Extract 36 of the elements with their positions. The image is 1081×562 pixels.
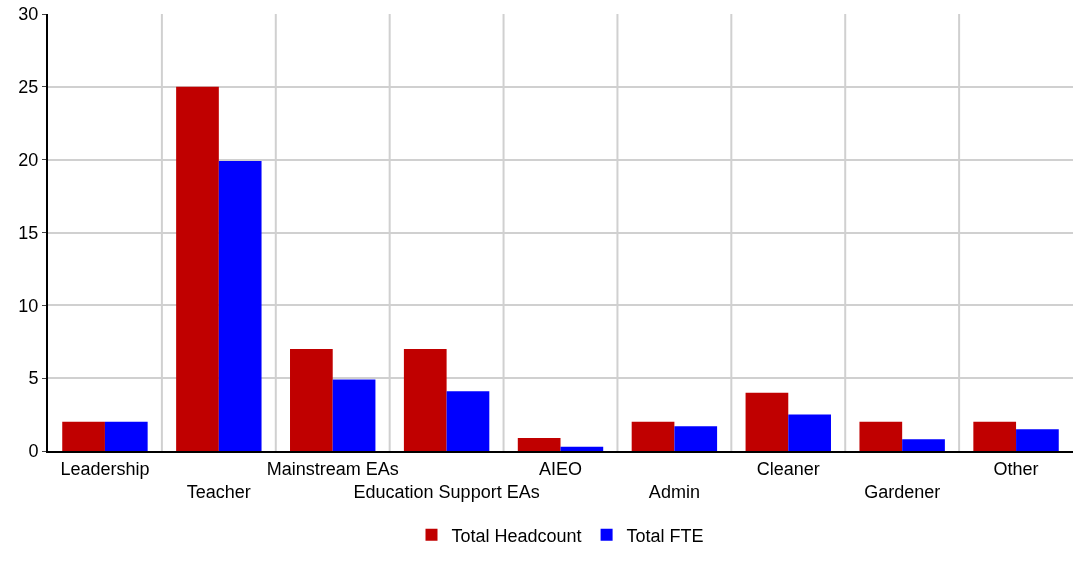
x-tick-label: Cleaner — [756, 458, 820, 479]
x-tick-label: Mainstream EAs — [266, 458, 399, 479]
bar — [631, 421, 675, 451]
x-tick-label: Education Support EAs — [353, 482, 540, 502]
legend-label: Total FTE — [626, 525, 704, 546]
y-tick-label: 10 — [18, 295, 39, 316]
y-tick-label: 0 — [28, 441, 39, 462]
y-tick-label: 5 — [28, 368, 39, 389]
bar — [560, 446, 604, 451]
bar — [332, 379, 376, 451]
x-tick-label: Gardener — [864, 482, 941, 502]
y-tick-label: 20 — [18, 149, 39, 170]
bar — [218, 161, 262, 451]
bar — [902, 439, 945, 451]
bar — [62, 421, 105, 451]
x-tick-label: AIEO — [538, 458, 583, 479]
bar — [517, 437, 561, 451]
bar — [674, 426, 718, 451]
bar — [104, 421, 148, 451]
x-tick-label: Admin — [648, 482, 700, 502]
x-tick-label: Teacher — [186, 482, 251, 502]
bar — [403, 349, 447, 451]
bar — [1016, 429, 1059, 451]
bar — [788, 414, 831, 451]
bar — [176, 86, 219, 451]
bar — [290, 349, 333, 451]
y-tick-label: 25 — [18, 77, 39, 98]
x-tick-label: Other — [993, 458, 1039, 479]
x-tick-label: Leadership — [60, 458, 150, 479]
bar — [973, 421, 1017, 451]
y-tick-label: 30 — [18, 4, 39, 25]
legend-label: Total Headcount — [451, 525, 582, 546]
bar — [745, 392, 789, 451]
bar — [446, 391, 490, 451]
y-tick-label: 15 — [18, 222, 39, 243]
bar — [859, 421, 903, 451]
